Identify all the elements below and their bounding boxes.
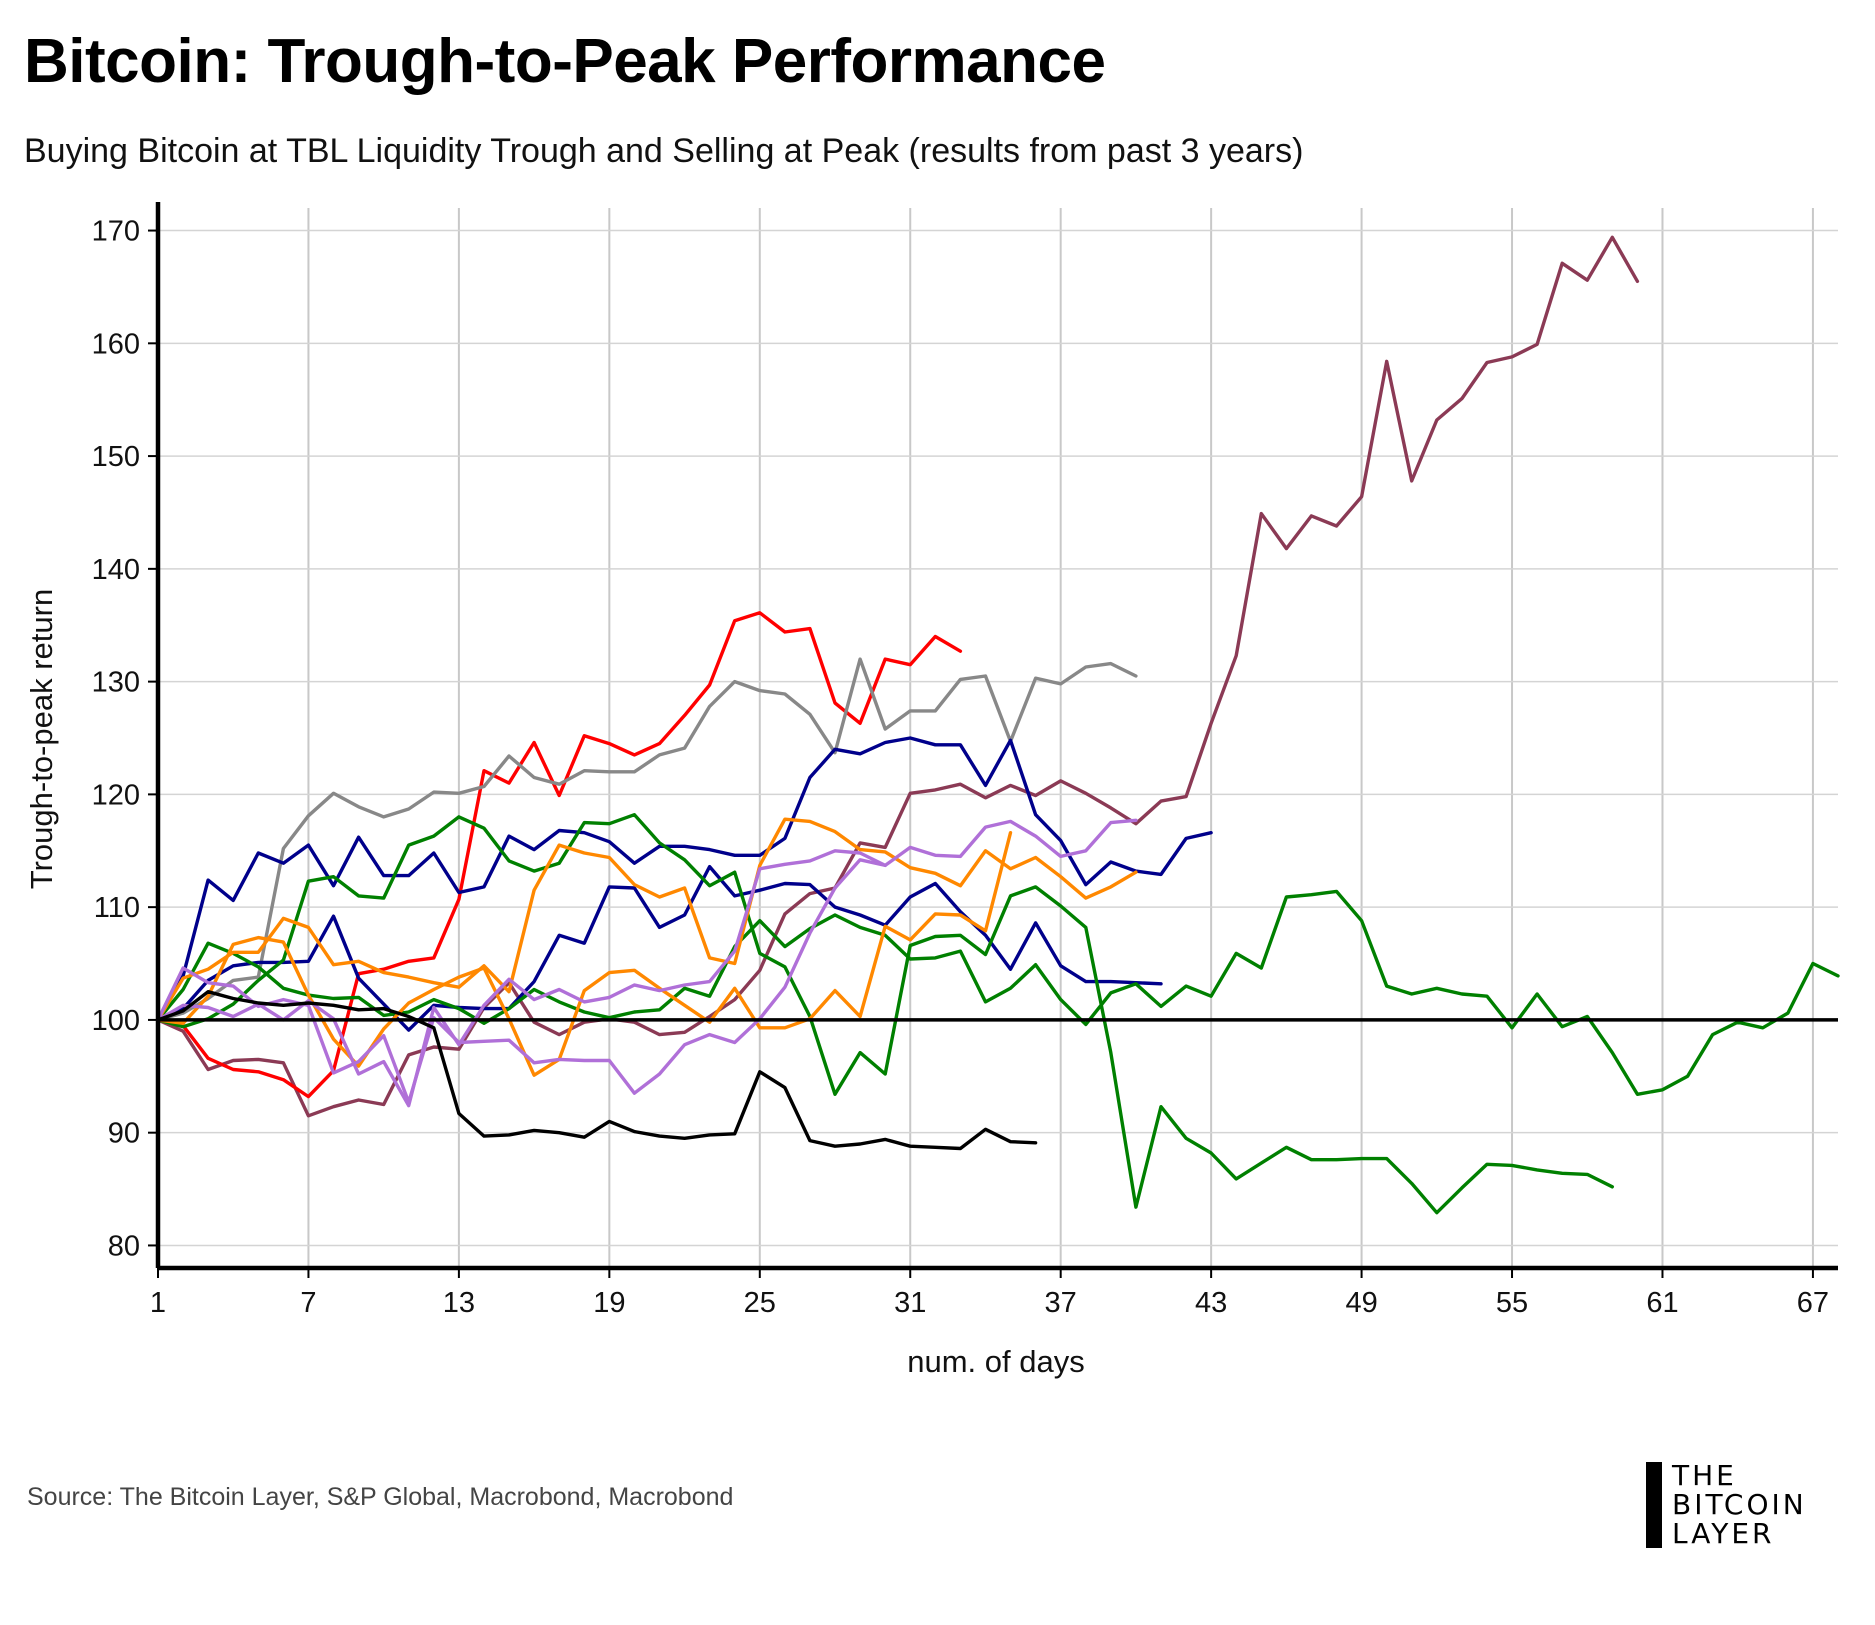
y-axis-label: Trough-to-peak return [24, 589, 59, 889]
axes [148, 202, 1838, 1278]
series-line-8 [156, 817, 1138, 1022]
line-chart: 80 90 100 110 120 130 140 150 160 170 1 7 13 19 25 31 37… [24, 202, 1840, 1379]
x-tick-label: 61 [1646, 1287, 1678, 1319]
y-tick-label: 160 [92, 328, 140, 360]
x-tick-label: 25 [744, 1287, 776, 1319]
series-line-2 [156, 611, 963, 1099]
y-tick-label: 130 [92, 667, 140, 699]
source-note: Source: The Bitcoin Layer, S&P Global, M… [27, 1483, 734, 1511]
x-axis-label: num. of days [907, 1344, 1084, 1379]
y-tick-label: 140 [92, 554, 140, 586]
chart-subtitle: Buying Bitcoin at TBL Liquidity Trough a… [24, 132, 1304, 170]
x-tick-label: 7 [300, 1287, 316, 1319]
logo-line-3: LAYER [1672, 1517, 1775, 1550]
series-line-10 [156, 818, 1138, 1104]
series-line-11 [156, 849, 887, 1108]
chart-title: Bitcoin: Trough-to-Peak Performance [24, 27, 1106, 96]
y-tick-label: 90 [108, 1118, 140, 1150]
x-tick-label: 49 [1345, 1287, 1377, 1319]
x-tick-label: 19 [593, 1287, 625, 1319]
y-tick-label: 120 [92, 779, 140, 811]
y-tick-label: 150 [92, 441, 140, 473]
series-line-4 [156, 864, 1163, 1032]
x-tick-label: 43 [1195, 1287, 1227, 1319]
logo-line-2: BITCOIN [1672, 1488, 1807, 1521]
y-tick-label: 80 [108, 1230, 140, 1262]
series-lines [156, 235, 1840, 1215]
tick-labels: 80 90 100 110 120 130 140 150 160 170 1 7 13 19 25 31 37… [92, 216, 1829, 1319]
y-tick-label: 100 [92, 1005, 140, 1037]
y-tick-label: 110 [94, 892, 140, 924]
x-tick-label: 55 [1496, 1287, 1528, 1319]
grid-lines [158, 208, 1838, 1268]
series-line-3 [156, 657, 1138, 1022]
x-tick-label: 1 [150, 1287, 166, 1319]
series-line-5 [156, 736, 1213, 1022]
series-line-12 [156, 990, 1038, 1151]
series-line-9 [156, 831, 1013, 1077]
series-line-1 [156, 235, 1640, 1118]
the-bitcoin-layer-logo: THE BITCOIN LAYER [1646, 1460, 1846, 1550]
x-tick-label: 31 [894, 1287, 926, 1319]
x-tick-label: 37 [1045, 1287, 1077, 1319]
logo-bar-icon [1646, 1462, 1662, 1548]
x-tick-label: 67 [1797, 1287, 1829, 1319]
series-line-6 [156, 813, 1615, 1215]
x-tick-label: 13 [443, 1287, 475, 1319]
logo-line-1: THE [1672, 1459, 1737, 1492]
y-tick-label: 170 [92, 216, 140, 248]
